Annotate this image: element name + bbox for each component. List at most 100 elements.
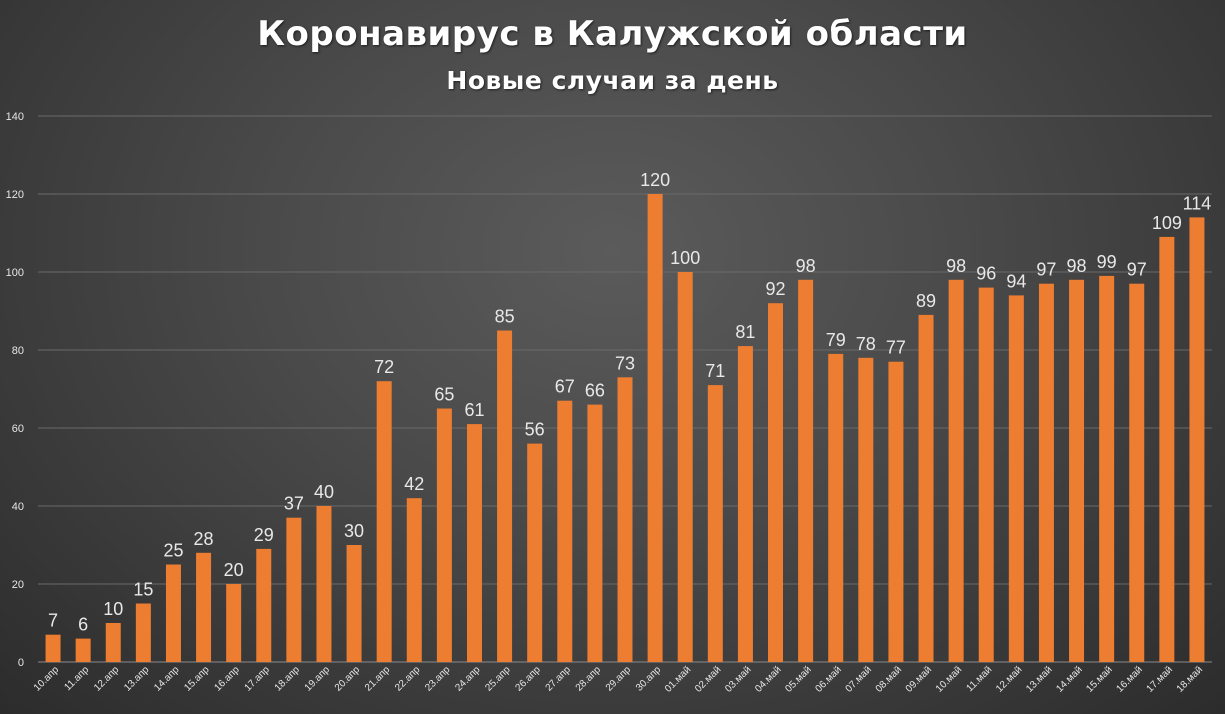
bar <box>1159 236 1175 662</box>
bar <box>1129 283 1145 662</box>
bar <box>1069 279 1085 662</box>
x-tick-label: 01.май <box>663 664 693 694</box>
data-label: 78 <box>856 334 876 354</box>
x-tick-label: 16.май <box>1115 664 1145 694</box>
bar <box>226 584 242 662</box>
x-tick-label: 19.апр <box>303 664 333 694</box>
bar <box>1038 283 1054 662</box>
bar <box>165 564 181 662</box>
x-tick-label: 09.май <box>904 664 934 694</box>
x-tick-label: 17.май <box>1145 664 1175 694</box>
y-tick-label: 100 <box>6 267 24 279</box>
data-label: 29 <box>254 525 274 545</box>
data-label: 30 <box>344 521 364 541</box>
data-label: 20 <box>224 560 244 580</box>
bar <box>798 279 814 662</box>
bar <box>105 623 121 662</box>
data-label: 15 <box>133 580 153 600</box>
x-tick-label: 22.апр <box>393 664 423 694</box>
y-tick-label: 140 <box>6 111 24 123</box>
data-label: 72 <box>374 357 394 377</box>
data-label: 92 <box>765 279 785 299</box>
bar <box>828 353 844 662</box>
data-label: 89 <box>916 291 936 311</box>
x-tick-label: 10.апр <box>32 664 62 694</box>
y-tick-label: 120 <box>6 189 24 201</box>
x-tick-label: 15.май <box>1084 664 1114 694</box>
data-label: 61 <box>464 400 484 420</box>
y-tick-label: 60 <box>12 423 24 435</box>
x-tick-label: 12.май <box>994 664 1024 694</box>
y-tick-label: 80 <box>12 345 24 357</box>
bar <box>948 279 964 662</box>
bar <box>256 548 272 662</box>
x-tick-label: 28.апр <box>574 664 604 694</box>
x-tick-label: 14.апр <box>152 664 182 694</box>
data-label: 85 <box>495 307 515 327</box>
bar <box>617 377 633 662</box>
x-tick-label: 07.май <box>844 664 874 694</box>
data-label: 98 <box>946 256 966 276</box>
data-label: 94 <box>1006 271 1026 291</box>
data-label: 120 <box>640 170 670 190</box>
x-tick-label: 29.апр <box>604 664 634 694</box>
x-tick-label: 02.май <box>693 664 723 694</box>
bar <box>527 443 543 662</box>
y-tick-label: 0 <box>18 657 24 669</box>
data-label: 7 <box>48 611 58 631</box>
x-tick-label: 21.апр <box>363 664 393 694</box>
bar <box>647 194 663 662</box>
data-label: 67 <box>555 377 575 397</box>
data-label: 114 <box>1183 193 1212 213</box>
x-tick-label: 10.май <box>934 664 964 694</box>
bar <box>737 346 753 662</box>
bar <box>376 381 392 662</box>
bar <box>196 552 212 662</box>
data-label: 37 <box>284 494 304 514</box>
bar <box>768 303 784 662</box>
data-label: 79 <box>826 330 846 350</box>
data-label: 99 <box>1097 252 1117 272</box>
chart-subtitle: Новые случаи за день <box>446 66 779 95</box>
data-label: 42 <box>404 474 424 494</box>
data-label: 98 <box>796 256 816 276</box>
data-label: 65 <box>434 385 454 405</box>
y-tick-label: 20 <box>12 579 24 591</box>
bar <box>677 272 693 662</box>
x-tick-label: 20.апр <box>333 664 363 694</box>
data-label: 40 <box>314 482 334 502</box>
x-tick-label: 06.май <box>813 664 843 694</box>
bar <box>346 545 362 662</box>
x-tick-label: 25.апр <box>483 664 513 694</box>
data-label: 56 <box>525 420 545 440</box>
bar <box>557 400 573 662</box>
x-tick-label: 26.апр <box>514 664 544 694</box>
bar <box>436 408 452 662</box>
chart-title: Коронавирус в Калужской области <box>257 14 968 54</box>
x-tick-label: 13.апр <box>122 664 152 694</box>
x-tick-label: 14.май <box>1054 664 1084 694</box>
bar <box>497 330 513 662</box>
x-tick-label: 23.апр <box>423 664 453 694</box>
bar <box>406 498 422 662</box>
data-label: 73 <box>615 353 635 373</box>
x-tick-label: 24.апр <box>453 664 483 694</box>
bar <box>1189 217 1205 662</box>
x-tick-label: 03.май <box>723 664 753 694</box>
x-tick-label: 08.май <box>874 664 904 694</box>
data-label: 109 <box>1152 213 1182 233</box>
bar <box>75 638 91 662</box>
x-tick-label: 18.апр <box>273 664 303 694</box>
data-label: 71 <box>705 361 725 381</box>
data-label: 10 <box>103 599 123 619</box>
x-tick-label: 16.апр <box>212 664 242 694</box>
y-tick-label: 40 <box>12 501 24 513</box>
x-tick-label: 12.апр <box>92 664 122 694</box>
data-label: 100 <box>670 248 700 268</box>
data-label: 25 <box>163 541 183 561</box>
bar <box>45 634 61 662</box>
data-label: 98 <box>1067 256 1087 276</box>
data-label: 97 <box>1127 260 1147 280</box>
x-tick-label: 17.апр <box>243 664 273 694</box>
